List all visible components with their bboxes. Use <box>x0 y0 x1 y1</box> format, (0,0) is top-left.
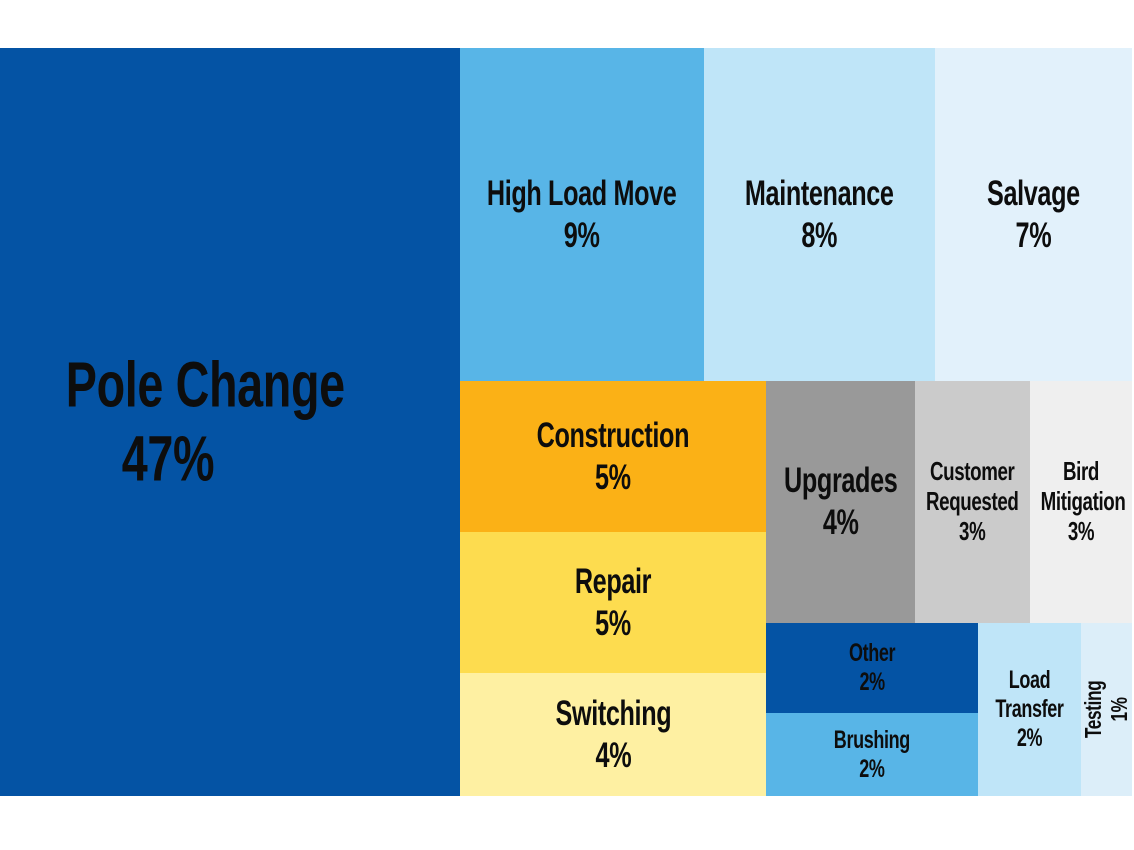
tile-category-label: Construction <box>536 415 690 455</box>
tile-value-label: 1% <box>1106 697 1132 722</box>
tile-label-block: High Load Move 9% <box>487 173 677 257</box>
treemap-tile-other: Other 2% <box>766 623 978 713</box>
tile-label-block: Switching 4% <box>555 693 671 777</box>
tile-category-label: Salvage <box>987 173 1080 213</box>
tile-value-label: 2% <box>859 754 885 783</box>
tile-label-block: Customer Requested 3% <box>926 456 1019 547</box>
tile-label-block: Bird Mitigation 3% <box>1040 456 1126 547</box>
tile-label-block: Load Transfer 2% <box>992 666 1066 752</box>
tile-category-label: Repair <box>574 561 652 601</box>
treemap-tile-construction: Construction 5% <box>460 381 766 532</box>
tile-value-label: 2% <box>1016 723 1043 752</box>
tile-label-block: Maintenance 8% <box>745 173 894 257</box>
tile-label-block: Salvage 7% <box>987 173 1080 257</box>
tile-label-block: Repair 5% <box>574 561 652 645</box>
tile-label-block: Other 2% <box>848 639 896 697</box>
treemap-chart: Pole Change 47% High Load Move 9% Mainte… <box>0 48 1132 796</box>
tile-category-label: Brushing <box>833 725 911 754</box>
treemap-tile-repair: Repair 5% <box>460 532 766 673</box>
tile-category-label: Pole Change <box>65 348 345 421</box>
tile-value-label: 4% <box>595 735 631 775</box>
tile-label-block: Testing 1% <box>1081 681 1132 738</box>
tile-category-label: Testing <box>1081 680 1107 739</box>
treemap-tile-load-transfer: Load Transfer 2% <box>978 623 1081 796</box>
treemap-tile-bird-mitigation: Bird Mitigation 3% <box>1030 381 1132 623</box>
treemap-tile-pole-change: Pole Change 47% <box>0 48 460 796</box>
treemap-tile-maintenance: Maintenance 8% <box>704 48 935 381</box>
treemap-tile-testing: Testing 1% <box>1081 623 1132 796</box>
tile-value-label: 4% <box>822 503 859 542</box>
tile-category-label: Maintenance <box>745 173 894 213</box>
tile-value-label: 9% <box>564 215 600 255</box>
treemap-tile-brushing: Brushing 2% <box>766 713 978 796</box>
tile-value-label: 3% <box>959 515 986 546</box>
tile-value-label: 5% <box>595 603 631 643</box>
tile-label-block: Pole Change 47% <box>65 348 345 495</box>
tile-category-label: High Load Move <box>487 173 677 213</box>
tile-category-label: Bird Mitigation <box>1040 456 1126 517</box>
tile-category-label: Switching <box>555 693 671 733</box>
tile-value-label: 2% <box>859 668 885 696</box>
tile-value-label: 5% <box>595 457 631 497</box>
treemap-tile-switching: Switching 4% <box>460 673 766 796</box>
treemap-tile-upgrades: Upgrades 4% <box>766 381 915 623</box>
tile-value-label: 3% <box>1067 515 1095 546</box>
treemap-tile-salvage: Salvage 7% <box>935 48 1132 381</box>
treemap-tile-customer-requested: Customer Requested 3% <box>915 381 1030 623</box>
treemap-tile-high-load-move: High Load Move 9% <box>460 48 704 381</box>
tile-category-label: Customer Requested <box>926 456 1019 517</box>
tile-label-block: Brushing 2% <box>834 726 910 784</box>
tile-category-label: Other <box>848 639 896 668</box>
tile-value-label: 8% <box>801 215 838 255</box>
tile-category-label: Upgrades <box>783 461 898 500</box>
tile-label-block: Upgrades 4% <box>783 460 898 544</box>
tile-value-label: 7% <box>1015 215 1052 255</box>
tile-category-label: Load Transfer <box>995 666 1064 724</box>
tile-value-label: 47% <box>121 422 215 494</box>
tile-label-block: Construction 5% <box>536 415 690 499</box>
